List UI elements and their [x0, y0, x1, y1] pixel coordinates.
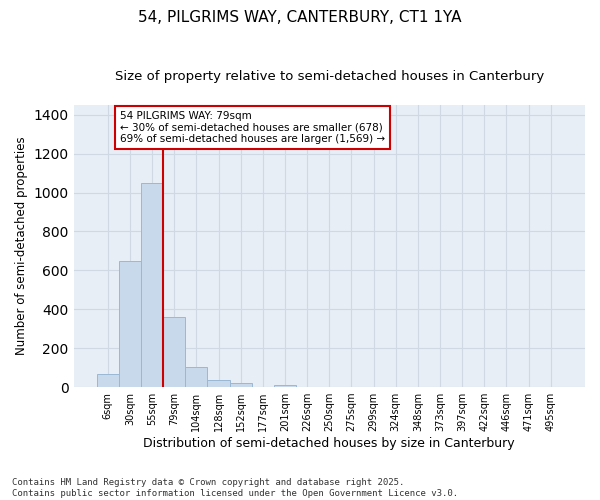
Text: 54, PILGRIMS WAY, CANTERBURY, CT1 1YA: 54, PILGRIMS WAY, CANTERBURY, CT1 1YA	[138, 10, 462, 25]
Bar	[230, 383, 252, 387]
Bar	[119, 260, 141, 387]
Title: Size of property relative to semi-detached houses in Canterbury: Size of property relative to semi-detach…	[115, 70, 544, 83]
Bar	[185, 366, 208, 387]
Bar	[163, 317, 185, 387]
X-axis label: Distribution of semi-detached houses by size in Canterbury: Distribution of semi-detached houses by …	[143, 437, 515, 450]
Text: 54 PILGRIMS WAY: 79sqm
← 30% of semi-detached houses are smaller (678)
69% of se: 54 PILGRIMS WAY: 79sqm ← 30% of semi-det…	[120, 111, 385, 144]
Y-axis label: Number of semi-detached properties: Number of semi-detached properties	[15, 136, 28, 356]
Bar	[274, 384, 296, 387]
Bar	[97, 374, 119, 387]
Bar	[208, 380, 230, 387]
Bar	[141, 183, 163, 387]
Text: Contains HM Land Registry data © Crown copyright and database right 2025.
Contai: Contains HM Land Registry data © Crown c…	[12, 478, 458, 498]
